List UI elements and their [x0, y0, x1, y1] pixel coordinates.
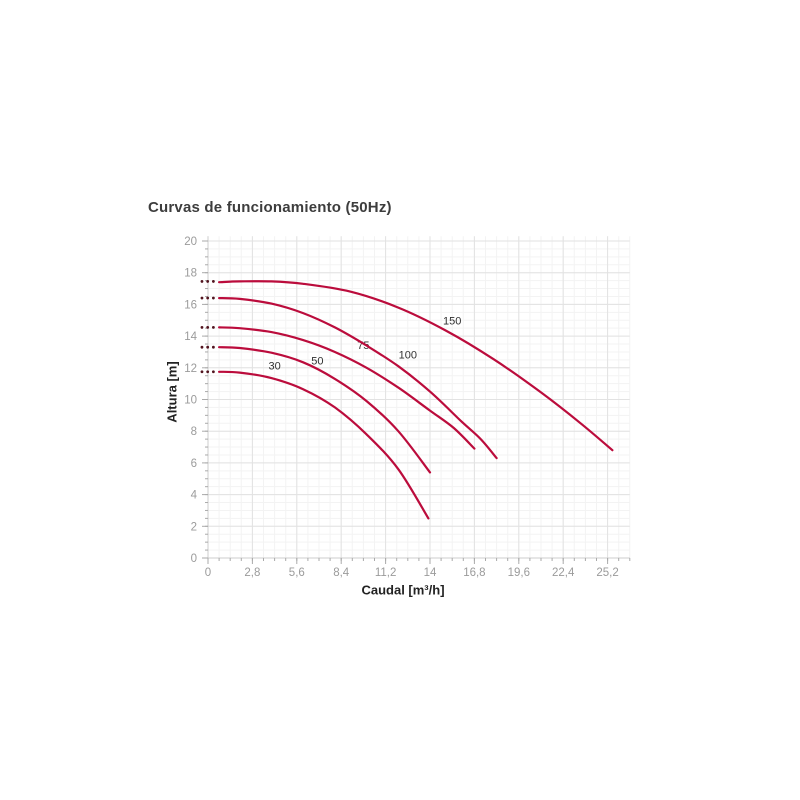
curve-50: 50 [200, 345, 432, 474]
curve-dot [206, 325, 210, 329]
curve-dot [206, 345, 210, 349]
y-tick-label: 12 [184, 363, 197, 375]
chart-title: Curvas de funcionamiento (50Hz) [148, 199, 392, 216]
x-tick-label: 25,2 [596, 567, 618, 579]
grid-major [207, 236, 630, 559]
x-tick-label: 14 [424, 567, 437, 579]
curve-path [218, 297, 498, 460]
curve-75: 75 [200, 325, 476, 450]
curve-dot [200, 345, 204, 349]
curve-dot [211, 296, 215, 300]
curve-path [218, 346, 432, 474]
curve-path [218, 370, 430, 520]
x-axis-title: Caudal [m³/h] [361, 582, 445, 598]
curve-label: 30 [268, 360, 280, 372]
pump-curves-chart: 0 2,8 5,6 8,4 11,2 14 16,8 19,6 22,4 25,2 0 2 4 6 8 10 1… [184, 236, 631, 579]
curve-label: 100 [399, 349, 417, 361]
curve-dot [206, 370, 210, 374]
y-tick-label: 20 [184, 236, 197, 248]
x-tick-label: 0 [205, 567, 211, 579]
y-tick-label: 14 [184, 331, 197, 343]
curve-dot [211, 325, 215, 329]
y-tick-label: 10 [184, 395, 197, 407]
curve-dot [200, 325, 204, 329]
curve-label: 150 [443, 315, 461, 327]
x-tick-label: 19,6 [508, 567, 530, 579]
axes [202, 236, 631, 564]
x-tick-label: 8,4 [333, 567, 350, 579]
curve-dot [200, 280, 204, 283]
curve-30: 30 [200, 360, 430, 520]
x-tick-label: 5,6 [289, 567, 305, 579]
x-tick-label: 11,2 [375, 567, 397, 579]
y-tick-label: 18 [184, 268, 197, 280]
curve-100: 100 [200, 296, 498, 460]
curve-dot [211, 345, 215, 349]
y-tick-label: 4 [191, 490, 198, 502]
curve-path [218, 280, 614, 452]
curve-path [218, 326, 476, 450]
curve-dot [206, 280, 210, 283]
curve-dot [211, 280, 215, 283]
curve-dot [200, 296, 204, 300]
tick-labels: 0 2,8 5,6 8,4 11,2 14 16,8 19,6 22,4 25,2 0 2 4 6 8 10 1… [184, 236, 619, 579]
y-tick-label: 0 [191, 553, 197, 565]
y-tick-label: 16 [184, 299, 197, 311]
x-tick-label: 16,8 [463, 567, 485, 579]
curve-150: 150 [200, 280, 614, 452]
curve-label: 50 [311, 356, 323, 368]
grid-minor [208, 236, 631, 558]
curve-dot [206, 296, 210, 300]
y-tick-label: 8 [191, 426, 197, 438]
y-tick-label: 6 [191, 458, 197, 470]
y-tick-label: 2 [191, 521, 197, 533]
x-tick-label: 2,8 [244, 567, 260, 579]
curve-dot [211, 370, 215, 374]
curve-dot [200, 370, 204, 374]
x-tick-label: 22,4 [552, 567, 575, 579]
